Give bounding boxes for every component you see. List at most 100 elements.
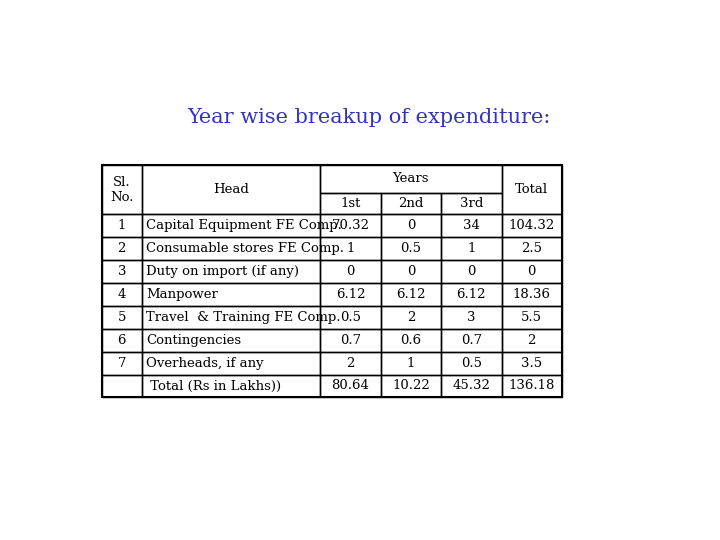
Text: Total (Rs in Lakhs)): Total (Rs in Lakhs)): [145, 380, 281, 393]
Bar: [502, 306, 562, 329]
Text: 0: 0: [467, 265, 475, 278]
Bar: [102, 352, 142, 375]
Bar: [381, 193, 441, 214]
Bar: [381, 260, 441, 283]
Bar: [320, 352, 381, 375]
Bar: [381, 352, 441, 375]
Text: 1: 1: [117, 219, 126, 232]
Text: Capital Equipment FE Comp.: Capital Equipment FE Comp.: [145, 219, 342, 232]
Text: 70.32: 70.32: [331, 219, 369, 232]
Bar: [102, 165, 562, 397]
Text: Consumable stores FE Comp.: Consumable stores FE Comp.: [145, 242, 344, 255]
Bar: [102, 375, 142, 397]
Bar: [441, 283, 502, 306]
Text: 0.5: 0.5: [461, 356, 482, 369]
Text: 0.6: 0.6: [400, 334, 421, 347]
Bar: [502, 237, 562, 260]
Text: Total: Total: [516, 183, 549, 196]
Bar: [142, 329, 320, 352]
Text: 6.12: 6.12: [456, 288, 486, 301]
Bar: [102, 165, 142, 214]
Text: 0.7: 0.7: [340, 334, 361, 347]
Bar: [441, 375, 502, 397]
Bar: [102, 260, 142, 283]
Bar: [102, 283, 142, 306]
Text: 3: 3: [467, 310, 475, 324]
Text: 104.32: 104.32: [508, 219, 555, 232]
Bar: [441, 329, 502, 352]
Bar: [320, 214, 381, 237]
Bar: [320, 375, 381, 397]
Text: 3.5: 3.5: [521, 356, 542, 369]
Text: 2.5: 2.5: [521, 242, 542, 255]
Bar: [320, 306, 381, 329]
Bar: [502, 283, 562, 306]
Bar: [502, 375, 562, 397]
Text: 45.32: 45.32: [452, 380, 490, 393]
Bar: [142, 214, 320, 237]
Text: 5.5: 5.5: [521, 310, 542, 324]
Text: 0: 0: [346, 265, 354, 278]
Bar: [381, 306, 441, 329]
Bar: [102, 214, 142, 237]
Bar: [502, 329, 562, 352]
Text: Years: Years: [392, 172, 429, 185]
Text: 2: 2: [346, 356, 354, 369]
Bar: [142, 352, 320, 375]
Text: 1: 1: [346, 242, 354, 255]
Bar: [142, 260, 320, 283]
Text: Head: Head: [213, 183, 249, 196]
Bar: [320, 193, 381, 214]
Bar: [441, 260, 502, 283]
Text: 3: 3: [117, 265, 126, 278]
Bar: [441, 237, 502, 260]
Bar: [142, 237, 320, 260]
Bar: [142, 283, 320, 306]
Bar: [142, 306, 320, 329]
Text: 18.36: 18.36: [513, 288, 551, 301]
Bar: [441, 193, 502, 214]
Text: 0: 0: [407, 265, 415, 278]
Text: 0.5: 0.5: [400, 242, 421, 255]
Text: Travel  & Training FE Comp.: Travel & Training FE Comp.: [145, 310, 341, 324]
Text: Year wise breakup of expenditure:: Year wise breakup of expenditure:: [187, 107, 551, 127]
Bar: [502, 165, 562, 214]
Bar: [381, 329, 441, 352]
Bar: [502, 260, 562, 283]
Bar: [142, 375, 320, 397]
Text: 5: 5: [117, 310, 126, 324]
Text: 0.5: 0.5: [340, 310, 361, 324]
Text: 1: 1: [407, 356, 415, 369]
Text: 6.12: 6.12: [396, 288, 426, 301]
Bar: [381, 283, 441, 306]
Bar: [102, 237, 142, 260]
Bar: [320, 283, 381, 306]
Text: 2nd: 2nd: [398, 197, 423, 210]
Text: 2: 2: [407, 310, 415, 324]
Bar: [102, 329, 142, 352]
Text: Manpower: Manpower: [145, 288, 217, 301]
Bar: [441, 214, 502, 237]
Text: 0: 0: [407, 219, 415, 232]
Text: 34: 34: [463, 219, 480, 232]
Text: 0: 0: [528, 265, 536, 278]
Bar: [102, 306, 142, 329]
Bar: [320, 165, 502, 193]
Text: Overheads, if any: Overheads, if any: [145, 356, 264, 369]
Text: 136.18: 136.18: [508, 380, 555, 393]
Bar: [502, 214, 562, 237]
Bar: [441, 306, 502, 329]
Text: Contingencies: Contingencies: [145, 334, 241, 347]
Bar: [142, 165, 320, 214]
Text: Sl.
No.: Sl. No.: [110, 176, 133, 204]
Text: 6.12: 6.12: [336, 288, 365, 301]
Text: 1: 1: [467, 242, 475, 255]
Bar: [381, 375, 441, 397]
Bar: [320, 329, 381, 352]
Text: 80.64: 80.64: [331, 380, 369, 393]
Text: 3rd: 3rd: [459, 197, 483, 210]
Text: 2: 2: [528, 334, 536, 347]
Text: 1st: 1st: [341, 197, 361, 210]
Bar: [320, 237, 381, 260]
Bar: [320, 260, 381, 283]
